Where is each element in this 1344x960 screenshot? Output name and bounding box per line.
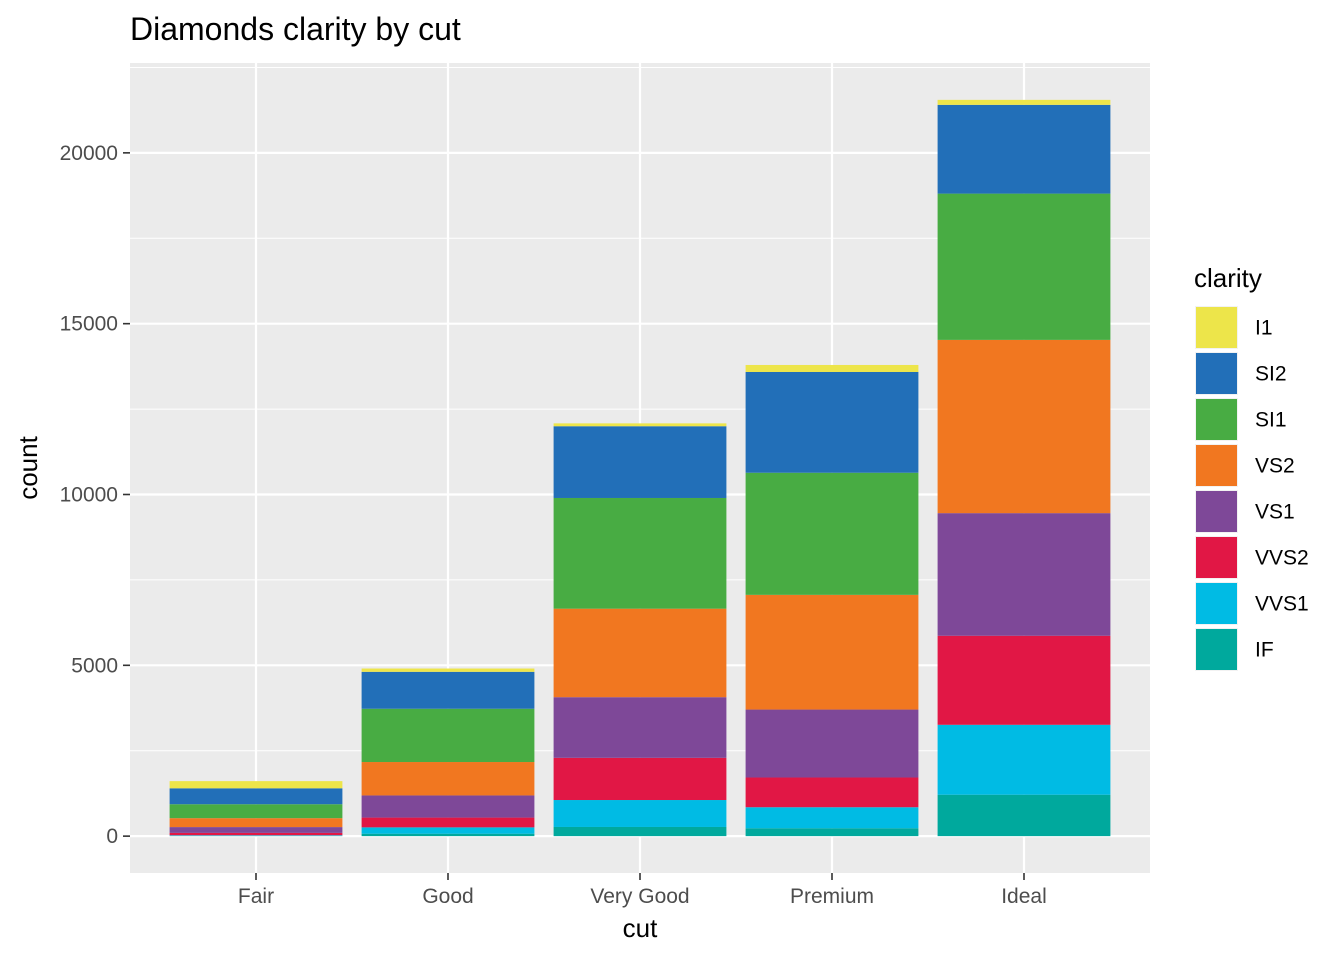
x-tick-label: Premium (790, 885, 874, 908)
x-tick-label: Fair (238, 885, 274, 908)
bar-segment-very-good-si2 (553, 426, 727, 498)
bar-segment-good-i1 (361, 668, 535, 672)
bar-segment-fair-si2 (169, 788, 343, 805)
bar-segment-premium-i1 (745, 364, 919, 372)
bar-segment-good-si2 (361, 671, 535, 709)
legend-swatch-vs1 (1196, 491, 1237, 532)
x-axis: Fair Good Very Good Premium Ideal (238, 873, 1047, 908)
bar-segment-premium-si1 (745, 472, 919, 595)
y-tick-label: 5000 (71, 654, 118, 677)
bar-segment-ideal-vvs1 (937, 724, 1111, 795)
bar-segment-very-good-if (553, 826, 727, 837)
bar-segment-ideal-vs2 (937, 339, 1111, 514)
bar-segment-fair-vvs1 (169, 835, 343, 836)
bar-segment-premium-vvs2 (745, 777, 919, 808)
legend-label-si2: SI2 (1255, 363, 1287, 386)
y-tick-label: 0 (106, 825, 118, 848)
bar-segment-good-vs1 (361, 795, 535, 818)
bar-segment-good-vvs2 (361, 817, 535, 828)
legend-swatch-i1 (1196, 307, 1237, 348)
legend-swatch-si2 (1196, 353, 1237, 394)
x-tick-label: Good (422, 885, 473, 908)
bar-segment-ideal-if (937, 794, 1111, 837)
bar-segment-good-si1 (361, 708, 535, 763)
x-axis-title: cut (623, 913, 658, 943)
chart-title: Diamonds clarity by cut (130, 11, 461, 47)
legend-label-vs2: VS2 (1255, 455, 1295, 478)
bar-segment-premium-si2 (745, 371, 919, 473)
bar-segment-fair-vvs2 (169, 832, 343, 836)
legend-label-if: IF (1255, 639, 1274, 662)
bar-segment-fair-vs2 (169, 818, 343, 828)
bar-segment-very-good-vvs1 (553, 800, 727, 827)
bar-segment-good-vs2 (361, 762, 535, 796)
bars (169, 99, 1111, 837)
y-tick-label: 20000 (60, 142, 118, 165)
legend-swatch-vvs2 (1196, 537, 1237, 578)
legend-label-vvs1: VVS1 (1255, 593, 1309, 616)
legend-label-si1: SI1 (1255, 409, 1287, 432)
bar-segment-fair-i1 (169, 781, 343, 789)
x-tick-label: Very Good (590, 885, 689, 908)
bar-segment-premium-vs1 (745, 709, 919, 778)
y-axis: 0 5000 10000 15000 20000 (60, 142, 130, 848)
bar-segment-very-good-vs1 (553, 697, 727, 758)
bar-segment-premium-vvs1 (745, 807, 919, 829)
bar-segment-ideal-i1 (937, 99, 1111, 105)
bar-segment-ideal-si1 (937, 193, 1111, 340)
bar-segment-good-if (361, 833, 535, 837)
bar-segment-premium-if (745, 828, 919, 837)
bar-segment-very-good-vs2 (553, 608, 727, 698)
legend-swatch-vvs1 (1196, 583, 1237, 624)
bar-segment-fair-vs1 (169, 827, 343, 833)
legend-title: clarity (1194, 263, 1262, 293)
y-tick-label: 15000 (60, 313, 118, 336)
legend-swatch-si1 (1196, 399, 1237, 440)
bar-segment-ideal-si2 (937, 104, 1111, 194)
bar-segment-very-good-i1 (553, 423, 727, 427)
legend-swatch-vs2 (1196, 445, 1237, 486)
bar-segment-ideal-vs1 (937, 513, 1111, 636)
legend-label-vvs2: VVS2 (1255, 547, 1309, 570)
bar-segment-good-vvs1 (361, 827, 535, 834)
bar-segment-fair-si1 (169, 804, 343, 819)
bar-segment-very-good-vvs2 (553, 757, 727, 801)
legend: I1 SI2 SI1 VS2 VS1 VVS2 VVS1 IF (1195, 306, 1309, 671)
y-tick-label: 10000 (60, 483, 118, 506)
bar-segment-ideal-vvs2 (937, 635, 1111, 725)
legend-label-vs1: VS1 (1255, 501, 1295, 524)
x-tick-label: Ideal (1001, 885, 1047, 908)
legend-label-i1: I1 (1255, 317, 1273, 340)
y-axis-title: count (13, 435, 43, 499)
bar-segment-very-good-si1 (553, 497, 727, 609)
legend-swatch-if (1196, 629, 1237, 670)
bar-segment-premium-vs2 (745, 594, 919, 710)
